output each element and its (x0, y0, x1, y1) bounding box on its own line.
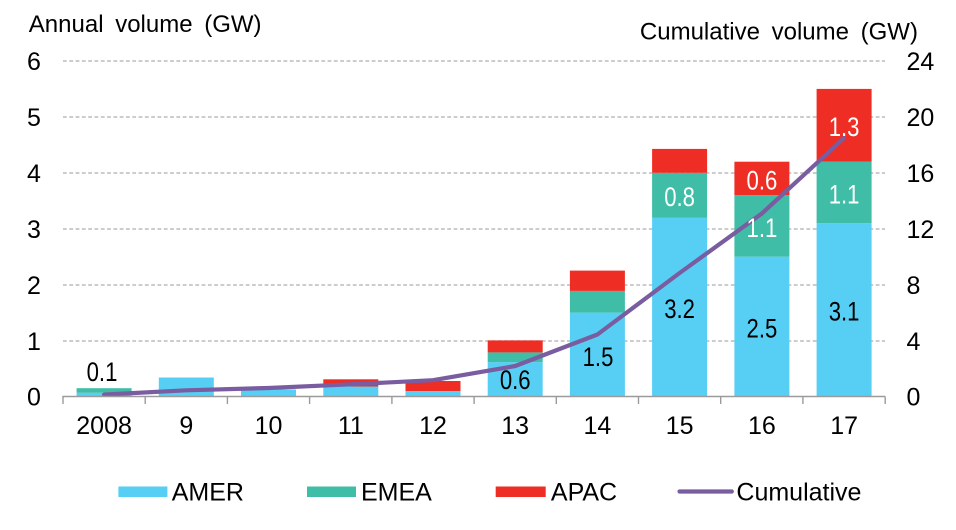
svg-text:16: 16 (748, 412, 776, 440)
svg-text:APAC: APAC (551, 479, 617, 507)
svg-text:9: 9 (179, 412, 193, 440)
svg-text:13: 13 (501, 412, 529, 440)
svg-text:EMEA: EMEA (361, 479, 432, 507)
svg-text:1.1: 1.1 (747, 214, 778, 244)
svg-text:3.2: 3.2 (664, 295, 695, 325)
svg-text:Annual volume (GW): Annual volume (GW) (29, 11, 262, 38)
svg-text:Cumulative: Cumulative (736, 479, 861, 507)
svg-text:24: 24 (907, 48, 935, 76)
svg-text:20: 20 (907, 104, 935, 132)
svg-text:3: 3 (27, 216, 41, 244)
svg-text:2008: 2008 (76, 412, 132, 440)
svg-text:4: 4 (907, 328, 921, 356)
svg-text:Cumulative volume (GW): Cumulative volume (GW) (640, 19, 918, 46)
svg-text:3.1: 3.1 (829, 297, 860, 327)
svg-text:12: 12 (907, 216, 935, 244)
svg-text:1: 1 (27, 328, 41, 356)
svg-text:0.8: 0.8 (664, 183, 695, 213)
svg-text:0.6: 0.6 (500, 366, 531, 396)
svg-text:2: 2 (27, 272, 41, 300)
svg-text:2.5: 2.5 (747, 315, 778, 345)
svg-text:5: 5 (27, 104, 41, 132)
svg-text:16: 16 (907, 160, 935, 188)
svg-text:1.3: 1.3 (829, 113, 860, 143)
svg-text:11: 11 (338, 412, 364, 440)
svg-text:0.1: 0.1 (87, 358, 118, 388)
svg-text:8: 8 (907, 272, 921, 300)
svg-text:12: 12 (419, 412, 447, 440)
svg-text:0: 0 (27, 383, 41, 411)
svg-text:AMER: AMER (172, 479, 244, 507)
svg-text:0: 0 (907, 383, 921, 411)
svg-text:1.5: 1.5 (583, 343, 614, 373)
svg-text:15: 15 (666, 412, 694, 440)
svg-text:6: 6 (27, 48, 41, 76)
svg-text:17: 17 (830, 412, 858, 440)
svg-text:10: 10 (255, 412, 283, 440)
svg-text:14: 14 (583, 412, 611, 440)
svg-text:4: 4 (27, 160, 41, 188)
svg-text:1.1: 1.1 (829, 180, 860, 210)
svg-text:0.6: 0.6 (747, 166, 778, 196)
